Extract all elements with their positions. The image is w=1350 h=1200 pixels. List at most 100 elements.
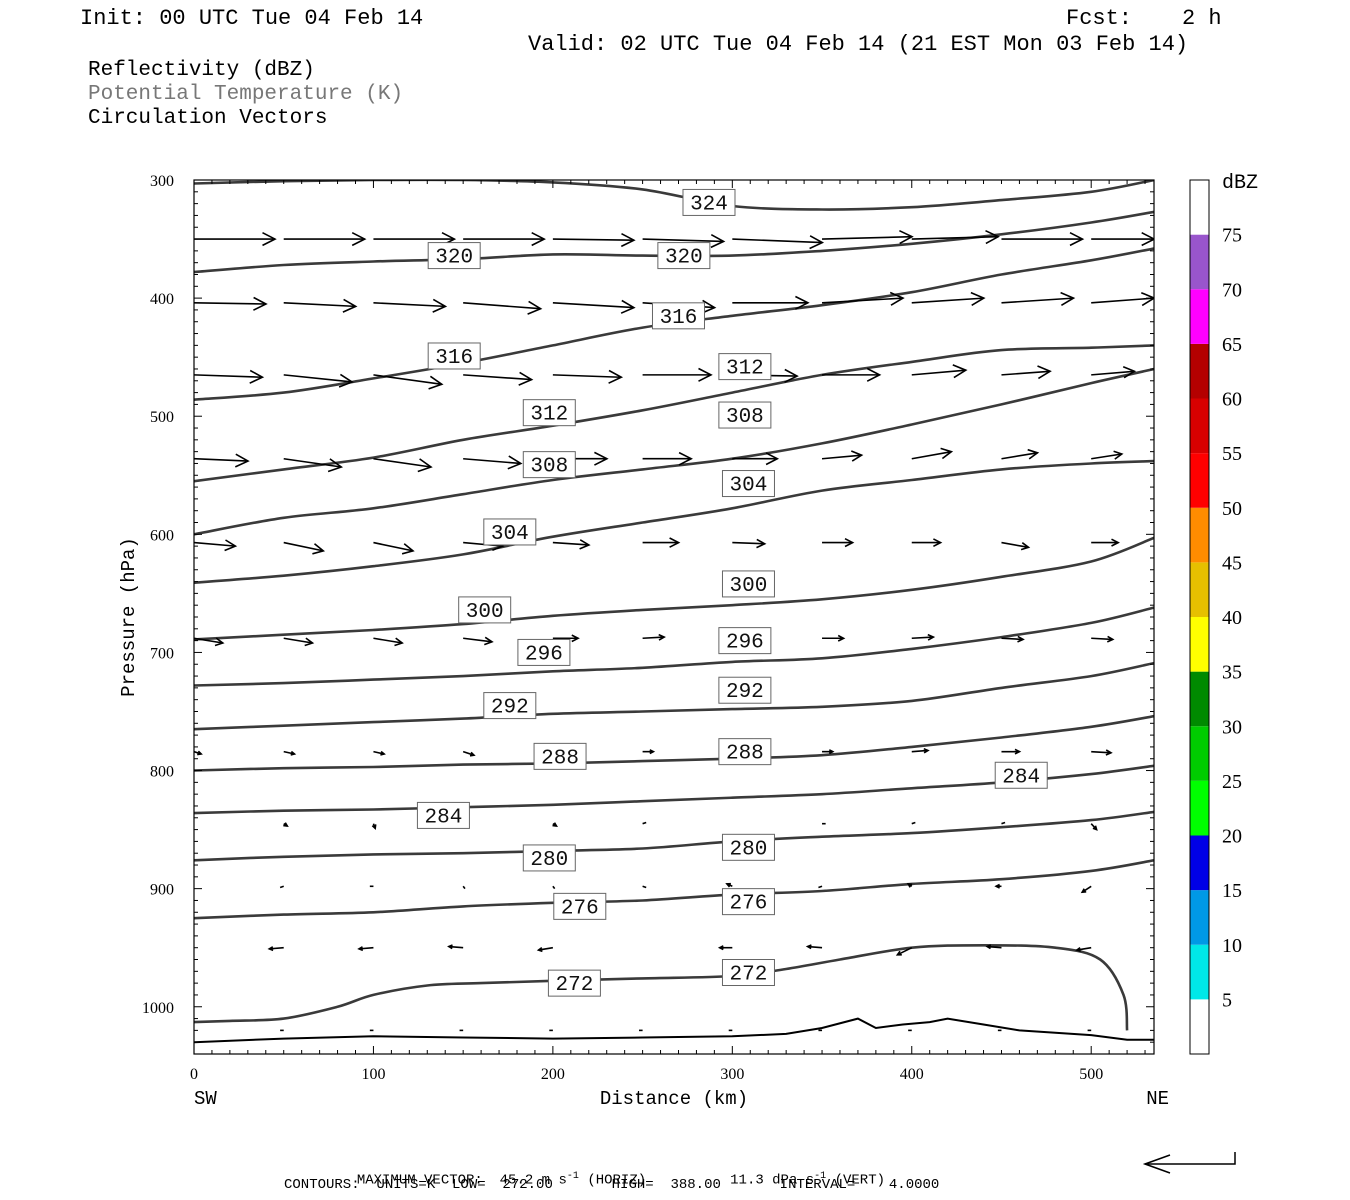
circulation-vector: [1090, 823, 1098, 831]
circulation-vector: [552, 369, 624, 384]
svg-text:304: 304: [491, 523, 529, 546]
circulation-vector: [732, 235, 825, 250]
horiz-exponent: -1: [566, 1171, 579, 1182]
sw-end-label: SW: [194, 1088, 217, 1110]
colorbar-label: 25: [1222, 771, 1242, 793]
reference-vector: [1142, 1152, 1236, 1174]
circulation-vector: [283, 637, 315, 647]
circulation-vector: [462, 885, 466, 890]
circulation-vector: [642, 885, 647, 889]
svg-text:300: 300: [730, 575, 768, 598]
circulation-vector: [911, 747, 930, 754]
svg-text:280: 280: [730, 838, 768, 861]
circulation-vector: [822, 537, 855, 548]
colorbar-label: 55: [1222, 443, 1242, 465]
ne-end-label: NE: [1146, 1088, 1169, 1110]
theta-contour-308: [194, 367, 1154, 536]
svg-text:292: 292: [491, 697, 529, 720]
colorbar-segment: [1190, 780, 1209, 836]
max-vector-line: MAXIMUM VECTOR: 45.2 m s-1 (HORIZ) 11.3 …: [340, 1158, 885, 1188]
forecast-hour-label: Fcst:: [1066, 6, 1133, 31]
circulation-vector: [1001, 635, 1025, 643]
circulation-vector: [463, 231, 546, 247]
svg-text:284: 284: [425, 806, 463, 829]
circulation-vector: [985, 944, 1002, 950]
circulation-vector: [283, 373, 354, 388]
circulation-vector: [279, 885, 284, 889]
colorbar-segment: [1190, 671, 1209, 727]
circulation-vector: [267, 946, 284, 952]
contour-label: 304: [721, 470, 775, 498]
forecast-hour-value: 2 h: [1182, 6, 1222, 31]
circulation-vector: [642, 633, 666, 641]
colorbar-segment: [1190, 999, 1209, 1054]
circulation-vector: [552, 634, 580, 643]
circulation-vector: [552, 232, 636, 248]
circulation-vector: [911, 821, 916, 825]
svg-text:296: 296: [726, 632, 764, 655]
colorbar-label: 65: [1222, 334, 1242, 356]
colorbar-label: 5: [1222, 989, 1232, 1011]
theta-contour-296: [194, 606, 1154, 687]
colorbar-segment: [1190, 835, 1209, 891]
circulation-vector: [373, 541, 415, 555]
circulation-vector: [463, 371, 534, 386]
colorbar-segment: [1190, 180, 1209, 235]
colorbar-segment: [1190, 890, 1209, 945]
circulation-vector: [1091, 749, 1113, 756]
contours-info: CONTOURS: UNITS=K LOW= 272.00 HIGH= 388.…: [284, 1177, 940, 1193]
colorbar-segment: [1190, 289, 1209, 344]
y-tick-label: 600: [150, 527, 174, 544]
circulation-vector: [732, 295, 810, 310]
contour-label: 288: [718, 738, 772, 766]
circulation-vector: [552, 539, 591, 550]
contour-label: 292: [483, 692, 537, 720]
y-tick-label: 400: [150, 291, 174, 308]
x-tick-label: 400: [900, 1066, 924, 1083]
colorbar-label: 15: [1222, 880, 1242, 902]
contour-label: 320: [657, 242, 711, 270]
colorbar-label: 35: [1222, 662, 1242, 684]
circulation-vector: [822, 367, 882, 382]
x-tick-label: 0: [190, 1066, 198, 1083]
svg-text:324: 324: [690, 193, 728, 216]
svg-text:304: 304: [730, 475, 768, 498]
x-tick-label: 500: [1079, 1066, 1103, 1083]
colorbar-label: 60: [1222, 389, 1242, 411]
contour-label: 300: [721, 570, 775, 598]
horiz-tag: (HORIZ): [587, 1172, 647, 1189]
circulation-vector: [357, 946, 374, 952]
circulation-vector: [642, 451, 693, 466]
theta-contour-312: [194, 344, 1154, 483]
colorbar-segment: [1190, 398, 1209, 454]
contour-label: 296: [718, 627, 772, 655]
x-tick-label: 100: [361, 1066, 385, 1083]
circulation-vector: [552, 822, 558, 827]
circulation-vector: [1091, 635, 1115, 643]
circulation-vector: [283, 750, 297, 756]
circulation-vector: [194, 296, 268, 311]
circulation-vector: [283, 231, 367, 247]
circulation-vector: [821, 450, 864, 462]
svg-text:292: 292: [726, 681, 764, 704]
circulation-vector: [1091, 450, 1124, 460]
field-potential-temperature: Potential Temperature (K): [88, 83, 404, 106]
circulation-vector: [373, 374, 444, 390]
x-tick-label: 300: [720, 1066, 744, 1083]
circulation-vector: [906, 882, 913, 888]
contour-label: 316: [427, 342, 481, 370]
svg-text:284: 284: [1002, 766, 1040, 789]
circulation-vector: [1091, 365, 1137, 379]
circulation-vector: [283, 541, 326, 555]
circulation-vector: [642, 367, 713, 382]
circulation-vector: [821, 291, 905, 306]
contour-label: 272: [547, 969, 601, 997]
circulation-vector: [911, 538, 943, 548]
theta-contour-292: [194, 661, 1154, 731]
contour-label: 292: [718, 676, 772, 704]
contour-label: 312: [718, 353, 772, 381]
circulation-vector: [373, 750, 386, 756]
colorbar-segment: [1190, 726, 1209, 781]
colorbar-label: 40: [1222, 607, 1242, 629]
vert-unit: dPa s: [772, 1172, 815, 1189]
